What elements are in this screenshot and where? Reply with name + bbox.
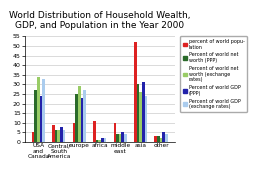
Bar <box>134 42 137 142</box>
Bar <box>73 123 75 142</box>
Bar <box>124 134 127 142</box>
Bar <box>162 132 165 142</box>
Bar <box>114 123 116 142</box>
Bar <box>122 132 124 142</box>
Bar <box>145 96 147 142</box>
Bar <box>42 79 45 142</box>
Bar <box>116 134 119 142</box>
Bar <box>154 136 157 142</box>
Bar <box>52 125 55 142</box>
Text: World Distribution of Household Wealth,
GDP, and Population in the Year 2000: World Distribution of Household Wealth, … <box>9 11 191 30</box>
Bar <box>93 121 96 142</box>
Bar <box>78 86 81 142</box>
Bar <box>157 136 160 142</box>
Bar <box>137 84 139 142</box>
Bar <box>119 134 122 142</box>
Bar <box>81 98 83 142</box>
Bar <box>83 90 86 142</box>
Bar <box>142 82 145 142</box>
Bar <box>32 132 34 142</box>
Bar <box>60 127 63 142</box>
Bar <box>75 94 78 142</box>
Bar <box>37 77 40 142</box>
Bar <box>165 134 168 142</box>
Bar <box>139 92 142 142</box>
Bar <box>101 138 104 142</box>
Bar <box>98 140 101 142</box>
Bar <box>55 130 58 142</box>
Bar <box>63 130 65 142</box>
Bar <box>40 96 42 142</box>
Legend: percent of world popu-
lation, Percent of world net
worth (PPP), Percent of worl: percent of world popu- lation, Percent o… <box>181 36 247 112</box>
Bar <box>96 140 98 142</box>
Bar <box>34 90 37 142</box>
Bar <box>104 138 106 142</box>
Bar <box>58 130 60 142</box>
Bar <box>160 138 162 142</box>
